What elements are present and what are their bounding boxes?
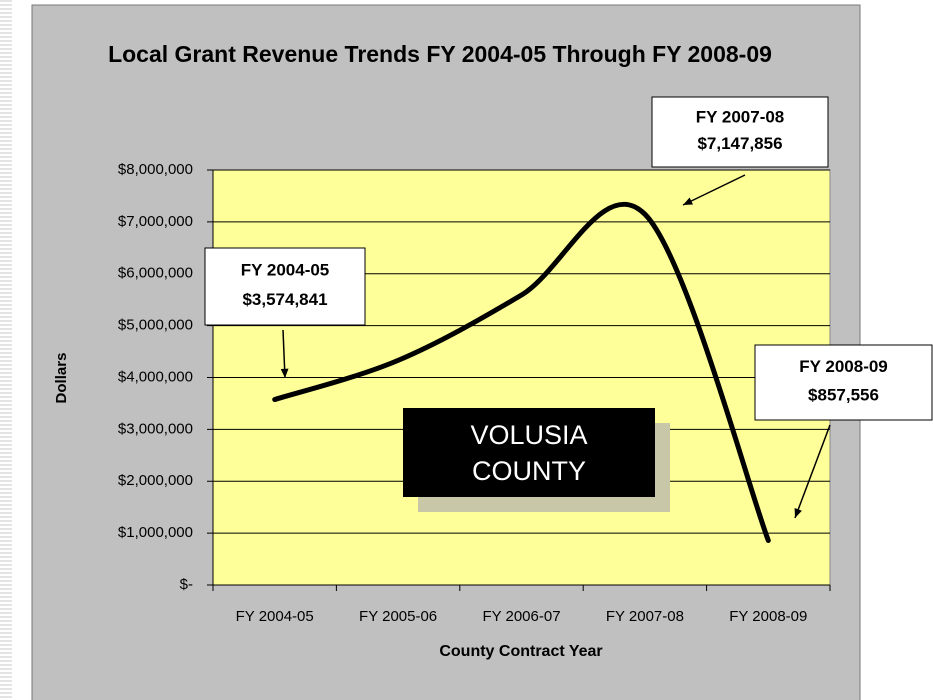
callout-category: FY 2008-09 — [799, 357, 888, 376]
y-tick-label: $5,000,000 — [118, 317, 193, 334]
x-tick-label: FY 2005-06 — [359, 608, 437, 625]
arrow-head — [280, 368, 289, 378]
arrow-head — [683, 197, 693, 205]
callout-arrow — [682, 174, 746, 206]
annotation-box: VOLUSIA COUNTY — [403, 408, 655, 497]
y-axis-label: Dollars — [53, 353, 70, 404]
data-label: $3,574,841 — [242, 290, 327, 309]
callout-arrow — [794, 424, 831, 519]
callout-category: FY 2007-08 — [696, 107, 785, 126]
y-tick-label: $8,000,000 — [118, 161, 193, 178]
y-tick-label: $7,000,000 — [118, 213, 193, 230]
y-tick-label: $4,000,000 — [118, 368, 193, 385]
data-label: $857,556 — [808, 385, 879, 404]
arrow-head — [794, 508, 802, 518]
y-tick-label: $6,000,000 — [118, 265, 193, 282]
data-label: $7,147,856 — [697, 134, 782, 153]
callout-box — [754, 344, 933, 421]
x-tick-label: FY 2007-08 — [606, 608, 684, 625]
y-tick-label: $1,000,000 — [118, 524, 193, 541]
x-tick-label: FY 2004-05 — [236, 608, 314, 625]
x-tick-label: FY 2006-07 — [482, 608, 560, 625]
chart-title: Local Grant Revenue Trends FY 2004-05 Th… — [108, 41, 772, 67]
data-line — [272, 202, 771, 544]
x-tick-label: FY 2008-09 — [729, 608, 807, 625]
y-tick-label: $3,000,000 — [118, 420, 193, 437]
x-axis-label: County Contract Year — [439, 643, 602, 660]
y-tick-label: $- — [180, 576, 193, 593]
slide-edge — [0, 0, 12, 700]
y-tick-label: $2,000,000 — [118, 472, 193, 489]
callout-box — [651, 96, 829, 168]
callout-box — [204, 247, 366, 326]
callout-category: FY 2004-05 — [241, 261, 330, 280]
